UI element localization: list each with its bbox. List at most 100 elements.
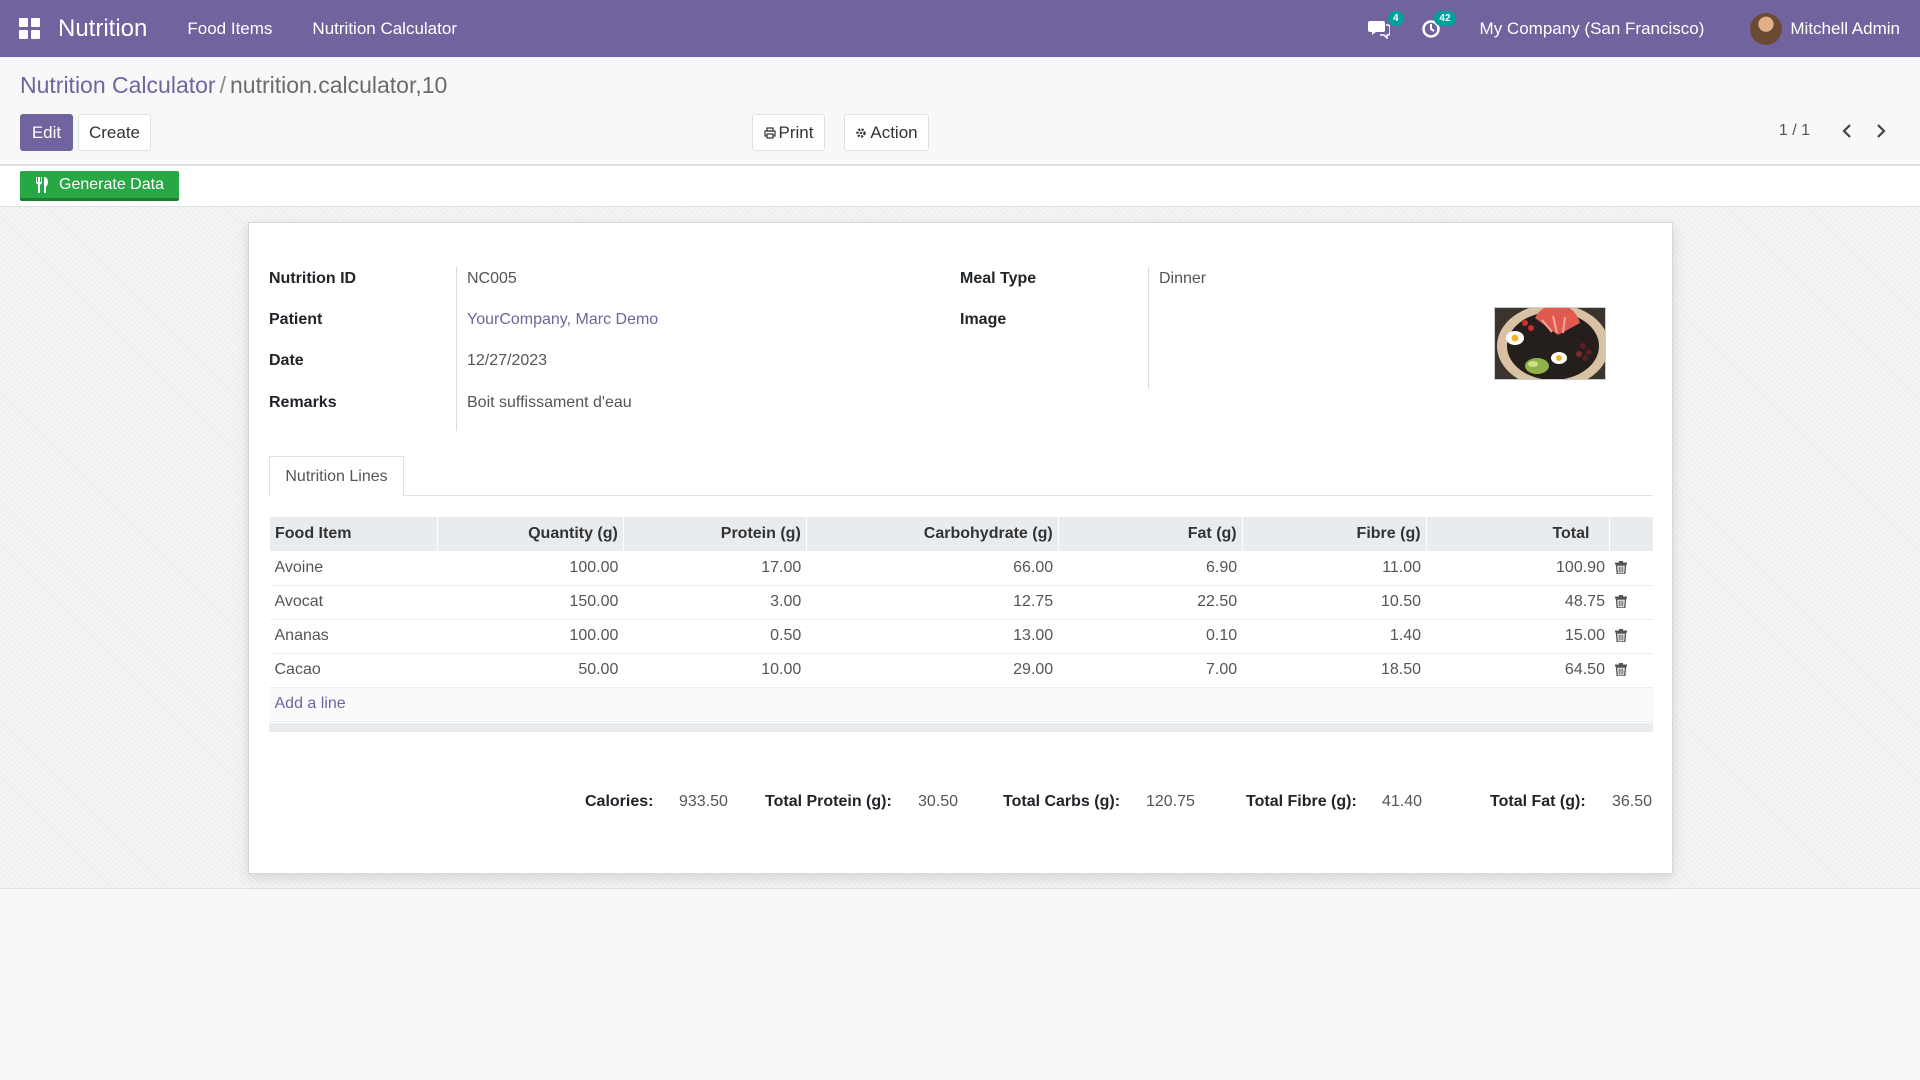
form-sheet: Nutrition ID NC005 Patient YourCompany, … — [248, 222, 1673, 874]
total-fibre-value: 41.40 — [1382, 793, 1423, 810]
cell-protein: 0.50 — [623, 619, 807, 654]
total-carbs-value: 120.75 — [1146, 793, 1195, 810]
form-tabs: Nutrition Lines — [269, 456, 1653, 497]
total-fat-label: Total Fat (g): — [1490, 793, 1586, 810]
patient-label: Patient — [269, 311, 323, 328]
messages-badge: 4 — [1387, 10, 1404, 26]
pager-previous-icon[interactable] — [1836, 118, 1858, 144]
table-row[interactable]: Cacao 50.00 10.00 29.00 7.00 18.50 64.50 — [269, 653, 1653, 688]
cell-fibre: 18.50 — [1242, 653, 1427, 688]
image-label: Image — [960, 311, 1007, 328]
trash-icon[interactable] — [1614, 595, 1627, 609]
user-avatar[interactable] — [1750, 12, 1783, 45]
calories-value: 933.50 — [679, 793, 728, 810]
col-header-fat[interactable]: Fat (g) — [1057, 517, 1243, 551]
total-protein-value: 30.50 — [918, 793, 959, 810]
activities-icon[interactable]: 42 — [1416, 10, 1456, 44]
apps-menu-icon[interactable] — [0, 0, 58, 57]
print-label: Print — [778, 122, 814, 142]
col-header-total[interactable]: Total — [1425, 517, 1610, 551]
delete-line-cell — [1609, 653, 1653, 688]
delete-line-cell — [1609, 585, 1653, 620]
cell-total: 48.75 — [1426, 585, 1610, 620]
add-line-link[interactable]: Add a line — [274, 695, 346, 712]
generate-data-button[interactable]: Generate Data — [20, 171, 179, 201]
patient-field[interactable]: YourCompany, Marc Demo — [467, 311, 659, 328]
print-icon — [763, 126, 776, 139]
meal-type-field[interactable]: Dinner — [1159, 270, 1207, 287]
action-label: Action — [870, 122, 918, 142]
menu-food-items[interactable]: Food Items — [187, 18, 273, 38]
table-header-row: Food Item Quantity (g) Protein (g) Carbo… — [269, 517, 1653, 551]
generate-data-label: Generate Data — [59, 175, 164, 193]
table-footer — [269, 723, 1653, 732]
trash-icon[interactable] — [1614, 629, 1627, 643]
messages-icon[interactable]: 4 — [1364, 10, 1404, 44]
pager-value[interactable]: 1 / 1 — [1778, 122, 1810, 139]
create-button[interactable]: Create — [78, 114, 151, 151]
cell-total: 15.00 — [1426, 619, 1610, 654]
breadcrumb-current: nutrition.calculator,10 — [229, 72, 448, 98]
action-button[interactable]: Action — [844, 114, 929, 151]
cell-total: 64.50 — [1426, 653, 1610, 688]
date-label: Date — [269, 352, 304, 369]
company-switcher[interactable]: My Company (San Francisco) — [1479, 18, 1705, 38]
top-navbar: Nutrition Food Items Nutrition Calculato… — [0, 0, 1920, 57]
cell-carbohydrate: 66.00 — [806, 551, 1059, 586]
col-header-quantity[interactable]: Quantity (g) — [436, 517, 624, 551]
cutlery-icon — [36, 176, 49, 193]
remarks-field[interactable]: Boit suffissament d'eau — [467, 394, 632, 411]
trash-icon[interactable] — [1614, 561, 1627, 575]
cell-carbohydrate: 29.00 — [806, 653, 1059, 688]
delete-line-cell — [1609, 551, 1653, 586]
breadcrumb-parent[interactable]: Nutrition Calculator — [20, 72, 216, 98]
trash-icon[interactable] — [1614, 663, 1627, 677]
cell-protein: 3.00 — [623, 585, 807, 620]
cell-fat: 7.00 — [1058, 653, 1243, 688]
table-row[interactable]: Avocat 150.00 3.00 12.75 22.50 10.50 48.… — [269, 585, 1653, 620]
cell-quantity: 50.00 — [437, 653, 624, 688]
breadcrumb: Nutrition Calculator / nutrition.calculato… — [20, 72, 447, 99]
app-brand[interactable]: Nutrition — [58, 14, 148, 42]
menu-nutrition-calculator[interactable]: Nutrition Calculator — [312, 18, 457, 38]
cell-fat: 22.50 — [1058, 585, 1243, 620]
date-field[interactable]: 12/27/2023 — [467, 352, 548, 369]
col-header-actions — [1609, 517, 1653, 551]
right-group-divider — [1148, 267, 1149, 389]
cell-fat: 6.90 — [1058, 551, 1243, 586]
nutrition-id-field[interactable]: NC005 — [467, 270, 517, 287]
total-fat-value: 36.50 — [1612, 793, 1653, 810]
cell-carbohydrate: 13.00 — [806, 619, 1059, 654]
meal-type-label: Meal Type — [960, 270, 1037, 287]
gear-icon — [856, 127, 867, 138]
tab-nutrition-lines[interactable]: Nutrition Lines — [269, 456, 404, 497]
calories-label: Calories: — [585, 793, 654, 810]
activities-badge: 42 — [1434, 10, 1456, 26]
nutrition-lines-table: Food Item Quantity (g) Protein (g) Carbo… — [269, 517, 1653, 722]
form-statusbar: Generate Data — [0, 165, 1920, 207]
cell-fibre: 11.00 — [1242, 551, 1427, 586]
cell-quantity: 100.00 — [437, 619, 624, 654]
col-header-fibre[interactable]: Fibre (g) — [1241, 517, 1427, 551]
cell-food-item: Avoine — [269, 551, 438, 586]
col-header-food-item[interactable]: Food Item — [269, 517, 438, 551]
table-row[interactable]: Ananas 100.00 0.50 13.00 0.10 1.40 15.00 — [269, 619, 1653, 654]
user-menu[interactable]: Mitchell Admin — [1790, 18, 1900, 38]
cell-protein: 10.00 — [623, 653, 807, 688]
col-header-carbohydrate[interactable]: Carbohydrate (g) — [805, 517, 1059, 551]
cell-fibre: 1.40 — [1242, 619, 1427, 654]
delete-line-cell — [1609, 619, 1653, 654]
cell-fat: 0.10 — [1058, 619, 1243, 654]
cell-quantity: 100.00 — [437, 551, 624, 586]
breadcrumb-separator: / — [219, 72, 226, 98]
total-protein-label: Total Protein (g): — [765, 793, 892, 810]
print-button[interactable]: Print — [752, 114, 825, 151]
left-group-divider — [456, 267, 457, 431]
cell-protein: 17.00 — [623, 551, 807, 586]
cell-food-item: Avocat — [269, 585, 438, 620]
edit-button[interactable]: Edit — [20, 114, 73, 151]
pager-next-icon[interactable] — [1870, 118, 1892, 144]
table-row[interactable]: Avoine 100.00 17.00 66.00 6.90 11.00 100… — [269, 551, 1653, 586]
col-header-protein[interactable]: Protein (g) — [622, 517, 807, 551]
meal-image[interactable] — [1494, 307, 1606, 380]
